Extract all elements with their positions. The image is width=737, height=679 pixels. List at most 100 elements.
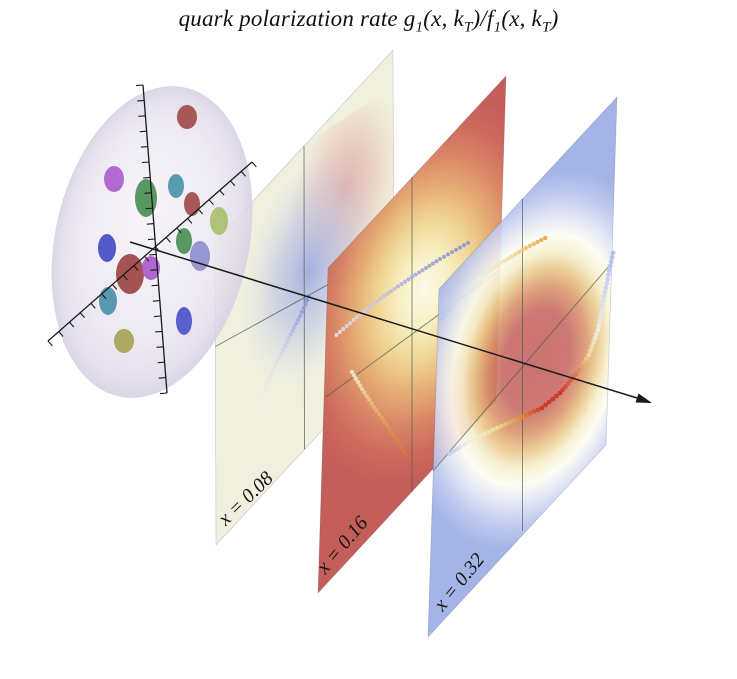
quark-dot: [99, 287, 117, 315]
ky-axis: [47, 161, 257, 347]
ky-axis-tick: [112, 284, 118, 290]
curve-dot: [271, 368, 276, 373]
curve-dot: [458, 245, 462, 250]
curve-dot: [273, 364, 278, 369]
curve-dot: [535, 239, 540, 245]
curve-dot: [396, 440, 402, 446]
curve-dot: [374, 408, 379, 413]
curve-dot: [341, 327, 346, 331]
curve-dot: [371, 404, 377, 410]
ky-axis-tick: [176, 227, 182, 234]
sampled-curve: [349, 369, 409, 458]
kz-axis-tick: [151, 284, 159, 287]
curve-dot: [431, 261, 435, 266]
curve-dot: [595, 327, 601, 333]
kz-axis-tick: [138, 115, 146, 117]
curve-dot: [473, 435, 479, 441]
ky-axis-tick: [251, 161, 257, 168]
curve-dot: [301, 306, 306, 310]
curve-dot: [445, 309, 450, 314]
curve-dot: [515, 416, 521, 422]
ky-axis-tick: [240, 171, 246, 177]
curve-dot: [424, 266, 428, 270]
curve-dot: [382, 294, 386, 298]
kz-axis-tick: [157, 361, 165, 364]
curve-dot: [520, 247, 525, 253]
curve-dot: [472, 279, 478, 285]
ky-axis-tick: [219, 189, 225, 196]
curve-dot: [596, 323, 602, 329]
curve-dot: [458, 444, 464, 450]
curve-dot: [479, 274, 484, 279]
kz-axis-tick: [146, 223, 154, 225]
curve-dot: [261, 392, 265, 397]
title-g-symbol: g: [403, 6, 416, 31]
curve-dot: [446, 252, 450, 257]
title-args-1: (x, k: [423, 6, 464, 31]
curve-dot: [375, 299, 380, 304]
curve-dot: [488, 267, 494, 273]
curve-dot: [565, 381, 571, 386]
curve-dot: [420, 268, 425, 273]
curve-dot: [394, 437, 399, 442]
curve-dot: [605, 276, 611, 282]
curve-dot: [348, 321, 353, 325]
curve-dot: [413, 272, 418, 277]
curve-dot: [610, 250, 616, 256]
curve-dot: [385, 291, 390, 296]
ky-axis-tick: [230, 180, 236, 187]
curve-dot: [387, 426, 392, 431]
curve-dot: [486, 429, 492, 435]
curve-dot: [377, 412, 382, 417]
quark-dot: [135, 179, 157, 217]
quark-dot: [116, 254, 144, 294]
quark-dot: [98, 234, 116, 262]
curve-dot: [277, 356, 281, 360]
title-f-subscript: 1: [493, 18, 502, 36]
curve-dot: [469, 283, 474, 288]
curve-dot: [598, 310, 604, 316]
curve-dot: [531, 409, 537, 414]
curve-dot: [527, 243, 533, 249]
curve-dot: [482, 431, 487, 437]
slice-gridline-diagonal: [432, 262, 613, 472]
curve-dot: [359, 386, 365, 392]
curve-dot: [362, 390, 367, 395]
curve-dot: [371, 301, 376, 306]
curve-dot: [606, 272, 611, 278]
curve-dot: [454, 446, 460, 452]
kz-axis-tick: [156, 346, 164, 348]
curve-dot: [594, 331, 599, 337]
nucleon-disk: [51, 86, 253, 398]
quark-dot: [176, 228, 192, 254]
curve-dot: [607, 267, 612, 273]
x-axis-arrow: [129, 241, 652, 403]
kz-axis-tick: [153, 315, 162, 318]
curve-dot: [365, 307, 370, 312]
kz-axis-tick: [155, 330, 163, 333]
quark-dot: [104, 166, 124, 192]
curve-dot: [389, 289, 393, 294]
ky-axis-line: [47, 161, 253, 342]
curve-dot: [283, 344, 287, 348]
curve-dot: [379, 415, 384, 420]
curve-dot: [490, 427, 496, 433]
curve-dot: [401, 448, 407, 454]
curve-dot: [337, 330, 342, 334]
kz-axis-tick: [152, 300, 160, 302]
ky-axis-tick: [122, 274, 128, 281]
curve-dot: [367, 397, 372, 402]
quark-dot: [114, 329, 134, 353]
curve-dot: [511, 418, 517, 424]
curve-dot: [599, 306, 605, 312]
ky-axis-tick: [79, 312, 85, 318]
title-f-symbol: )/f: [472, 6, 494, 31]
curve-dot: [288, 332, 293, 337]
curve-dot: [482, 272, 487, 277]
curve-dot: [502, 258, 507, 264]
curve-dot: [527, 411, 533, 416]
ky-axis-tick: [187, 218, 193, 224]
title-text: quark polarization rate: [178, 6, 404, 31]
sampled-curve: [439, 235, 548, 321]
